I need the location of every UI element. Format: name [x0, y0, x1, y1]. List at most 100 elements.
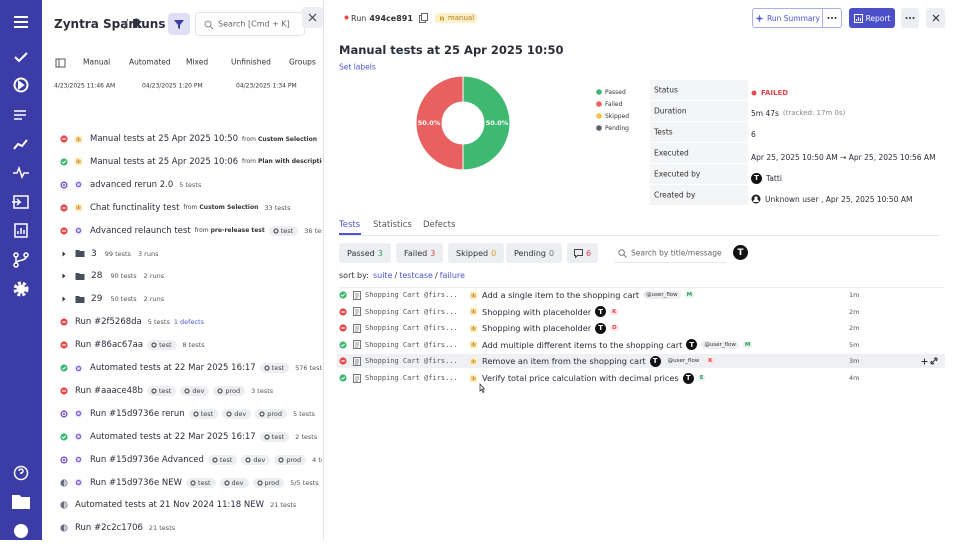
- header-avatar[interactable]: T: [733, 245, 748, 260]
- legend-label[interactable]: Passed: [605, 89, 626, 96]
- run-row[interactable]: Run #2c2c1706 21 tests: [60, 520, 322, 536]
- test-status-icon: [339, 357, 347, 365]
- pulse-icon[interactable]: [13, 165, 29, 179]
- run-kind-icon-part: [76, 136, 81, 141]
- run-type-tab[interactable]: Groups: [289, 57, 316, 67]
- trend-icon[interactable]: [13, 139, 28, 150]
- detail-tab[interactable]: Defects: [423, 220, 456, 230]
- pie-slice[interactable]: [415, 75, 464, 171]
- search-box[interactable]: Search [Cmd + K]: [195, 12, 305, 36]
- run-row[interactable]: Run #86ac67aa test 8 tests: [60, 337, 322, 353]
- test-title[interactable]: Remove an item from the shopping cart: [482, 356, 646, 367]
- run-row[interactable]: 29 50 tests 2 runs: [60, 291, 322, 307]
- tag-gear-icon: [245, 456, 251, 463]
- status-filter[interactable]: Pending 0: [506, 243, 563, 263]
- test-title[interactable]: Shopping with placeholder: [482, 323, 592, 334]
- run-kind-icon-part: [75, 227, 82, 234]
- legend-label[interactable]: Skipped: [605, 113, 629, 120]
- close-button[interactable]: [926, 8, 945, 28]
- run-tag: prod: [274, 454, 307, 465]
- check-icon[interactable]: [14, 52, 28, 63]
- run-row[interactable]: Advanced relaunch test from pre-release te…: [60, 223, 322, 239]
- status-filter[interactable]: Passed 3: [339, 243, 391, 263]
- test-row[interactable]: Shopping Cart @firs... Shopping with plac…: [339, 305, 879, 319]
- sort-option[interactable]: suite: [372, 270, 393, 280]
- play-icon[interactable]: [13, 77, 29, 93]
- test-search[interactable]: Search by title/message: [614, 243, 726, 263]
- test-title[interactable]: Verify total price calculation with deci…: [482, 373, 679, 383]
- set-labels-link[interactable]: Set labels: [339, 62, 376, 72]
- menu-icon[interactable]: [14, 16, 28, 28]
- test-title[interactable]: Add multiple different items to the shop…: [482, 339, 683, 350]
- run-summary-button[interactable]: Run Summary: [752, 8, 842, 28]
- detail-value: FAILED: [751, 86, 788, 100]
- run-row[interactable]: Chat functinality test from Custom Selecti…: [60, 200, 322, 216]
- tag-gear-icon: [278, 456, 284, 463]
- run-defects-link[interactable]: 1 defects: [173, 318, 204, 327]
- run-type-tab[interactable]: Manual: [83, 57, 111, 67]
- from-label: from: [194, 227, 209, 235]
- run-summary-main[interactable]: Run Summary: [753, 9, 823, 27]
- detail-note: (tracked: 17m 0s): [782, 109, 846, 117]
- tag-text: test: [280, 226, 294, 235]
- run-row[interactable]: Run #aaace48b test dev prod 3 tests: [60, 383, 322, 399]
- filter-button[interactable]: [168, 13, 190, 35]
- legend-label[interactable]: Pending: [605, 125, 629, 132]
- avatar-icon[interactable]: [14, 524, 28, 538]
- run-type-tab[interactable]: Automated: [129, 57, 171, 67]
- import-icon[interactable]: [12, 195, 29, 209]
- run-row[interactable]: Run #15d9736e NEW test dev prod 5/5 tests: [60, 475, 322, 491]
- report-button[interactable]: Report: [849, 8, 895, 28]
- settings-icon[interactable]: [13, 281, 29, 297]
- test-doc-icon-part: [353, 340, 361, 350]
- run-row[interactable]: Manual tests at 25 Apr 2025 10:06 from Pla…: [60, 154, 322, 170]
- pie-slice[interactable]: [462, 75, 511, 171]
- stats-icon[interactable]: [14, 223, 28, 238]
- run-row[interactable]: Run #15d9736e rerun test dev prod 5 tests: [60, 406, 322, 422]
- legend-label[interactable]: Failed: [605, 101, 623, 108]
- status-filter[interactable]: Skipped 0: [448, 243, 505, 263]
- more-button[interactable]: [901, 8, 919, 28]
- test-row[interactable]: Shopping Cart @firs... Verify total price…: [339, 371, 879, 385]
- sort-option[interactable]: failure: [439, 270, 465, 280]
- run-row[interactable]: 28 90 tests 2 runs: [60, 268, 322, 284]
- branch-icon[interactable]: [13, 252, 29, 268]
- test-row[interactable]: Shopping Cart @firs... Add a single item …: [339, 288, 879, 302]
- run-row[interactable]: Automated tests at 21 Nov 2024 11:18 NEW…: [60, 497, 322, 513]
- run-type-tab[interactable]: Mixed: [186, 57, 209, 67]
- run-kind-icon-part: [75, 434, 82, 440]
- manual-icon: [469, 374, 478, 382]
- test-row[interactable]: Shopping Cart @firs... Remove an item fro…: [339, 354, 879, 368]
- run-row[interactable]: Automated tests at 22 Mar 2025 16:17 test…: [60, 429, 322, 445]
- test-row[interactable]: Shopping Cart @firs... Add multiple diffe…: [339, 338, 879, 352]
- filter-label: Passed: [347, 248, 375, 258]
- test-status-icon: [339, 307, 347, 316]
- test-row[interactable]: Shopping Cart @firs... Shopping with plac…: [339, 321, 879, 335]
- user-icon: [751, 194, 761, 204]
- list-icon[interactable]: [14, 110, 26, 120]
- test-title[interactable]: Add a single item to the shopping cart: [482, 290, 640, 300]
- run-row[interactable]: Automated tests at 22 Mar 2025 16:17 test…: [60, 360, 322, 376]
- run-row[interactable]: Run #2f5268da 5 tests 1 defects: [60, 314, 322, 330]
- close-panel-button[interactable]: [302, 7, 323, 28]
- run-row[interactable]: advanced rerun 2.0 5 tests: [60, 177, 322, 193]
- run-row[interactable]: Run #15d9736e Advanced test dev prod 4 test: [60, 452, 322, 468]
- detail-tab[interactable]: Tests: [339, 220, 361, 230]
- run-title: Automated tests at 22 Mar 2025 16:17: [90, 431, 256, 442]
- run-kind-icon: [74, 478, 83, 487]
- status-filter[interactable]: Failed 3: [396, 243, 444, 263]
- detail-tab[interactable]: Statistics: [373, 220, 412, 230]
- run-tag: test: [147, 340, 177, 351]
- run-row[interactable]: Manual tests at 25 Apr 2025 10:50 from Cus…: [60, 131, 322, 147]
- run-label: Run: [351, 13, 367, 23]
- run-summary-more[interactable]: [823, 9, 841, 27]
- run-type-tab[interactable]: Unfinished: [231, 57, 271, 67]
- run-tag: test: [186, 477, 216, 488]
- sort-option[interactable]: testcase: [399, 270, 433, 280]
- folder-icon[interactable]: [12, 495, 30, 509]
- test-title[interactable]: Shopping with placeholder: [482, 306, 592, 317]
- comments-filter[interactable]: 6: [567, 243, 599, 263]
- legend-swatch: [596, 89, 602, 95]
- help-icon[interactable]: [13, 465, 29, 481]
- run-row[interactable]: 3 99 tests 3 runs: [60, 246, 322, 262]
